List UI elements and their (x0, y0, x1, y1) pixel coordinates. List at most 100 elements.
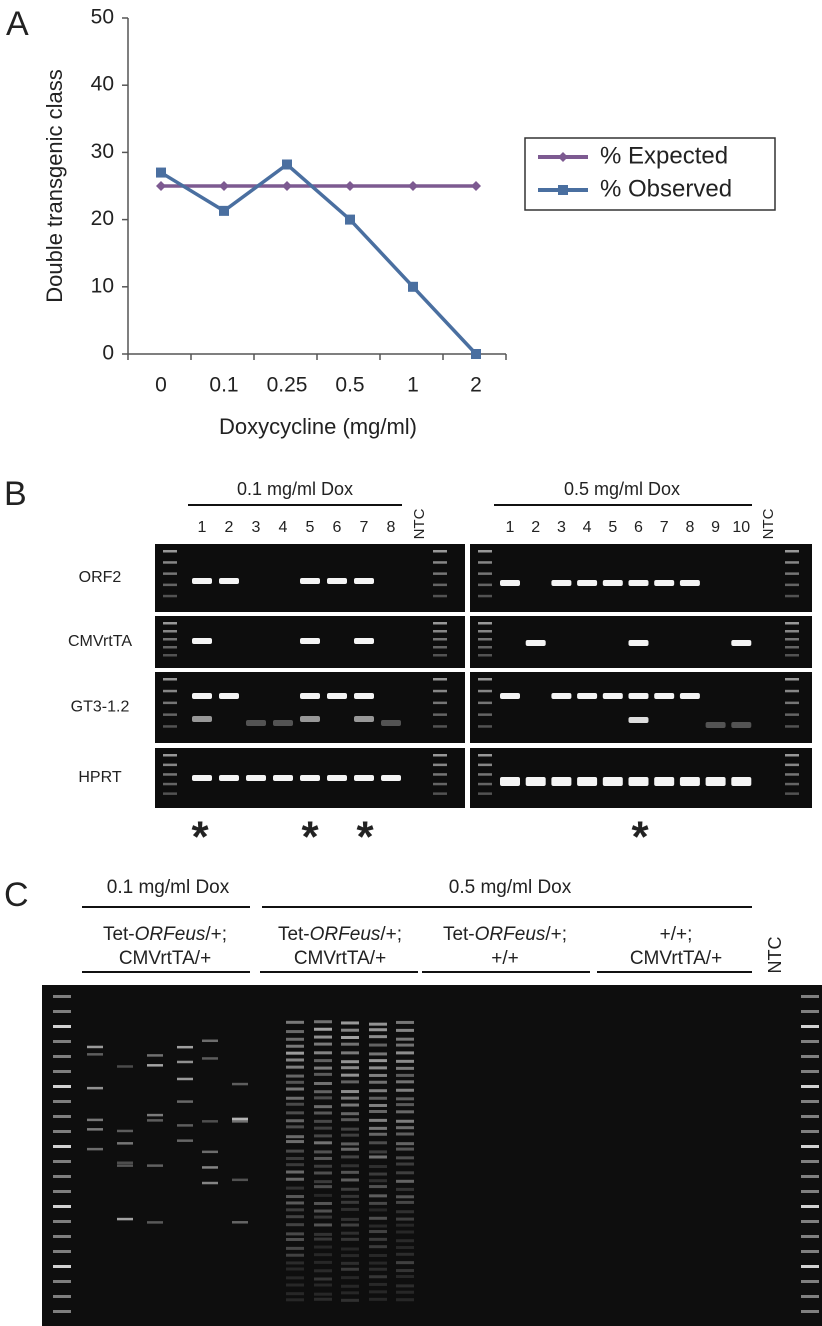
gel-band (396, 1223, 414, 1227)
ladder-band (163, 550, 177, 553)
genotype-part: /+; (380, 924, 402, 945)
ladder-band (53, 1145, 71, 1148)
group-title: 0.1 mg/ml Dox (237, 479, 353, 499)
gel-band (314, 1245, 332, 1249)
gel-band (369, 1230, 387, 1234)
gel-band (286, 1087, 304, 1091)
gel-band (369, 1110, 387, 1114)
ladder-band (478, 572, 492, 575)
gel-band (202, 1057, 218, 1060)
gel-band (500, 580, 520, 586)
gel-band (341, 1066, 359, 1070)
ladder-band (433, 701, 447, 705)
gel-band (286, 1246, 304, 1250)
ladder-band (163, 572, 177, 575)
ladder-band (53, 1205, 71, 1208)
x-tick-label: 0.1 (209, 374, 238, 397)
gel-band (369, 1080, 387, 1084)
genotype-label: +/+ (491, 948, 518, 969)
asterisk: * (301, 813, 319, 862)
gel-band (192, 775, 212, 781)
y-tick-label: 0 (102, 342, 114, 365)
gel-band (314, 1105, 332, 1109)
ladder-band (478, 561, 492, 564)
gel-band (286, 1201, 304, 1205)
ladder-band (53, 1175, 71, 1178)
gel-band (396, 1119, 414, 1123)
gel-band (628, 640, 649, 646)
gel-band (551, 580, 572, 586)
gel-band (286, 1208, 304, 1212)
ladder-band (801, 1280, 819, 1283)
gel-band (396, 1200, 414, 1204)
gel-band (341, 1178, 359, 1182)
gel-band (300, 775, 320, 781)
genotype-part: +/+; (660, 924, 693, 945)
gel-band (341, 1090, 359, 1094)
ladder-band (433, 583, 447, 587)
gel-band (286, 1223, 304, 1227)
gel-band (314, 1185, 332, 1189)
gel-band (87, 1147, 103, 1151)
gel-band (341, 1298, 359, 1302)
gel-band (396, 1162, 414, 1166)
gel (42, 985, 822, 1326)
gel-band (396, 1210, 414, 1214)
gel-band (341, 1194, 359, 1198)
gel-band (286, 1298, 304, 1302)
gel-band (602, 693, 623, 699)
gel-band (177, 1100, 193, 1103)
ladder-band (785, 630, 799, 633)
y-tick-label: 30 (91, 140, 114, 163)
ladder-band (478, 654, 492, 657)
genotype-label: CMVrtTA/+ (119, 948, 211, 969)
gel-band (396, 1252, 414, 1256)
control-label: NTC (760, 508, 777, 539)
gel-band (354, 693, 374, 699)
genotype-part: ORFeus (475, 924, 546, 945)
gel-band (327, 578, 347, 584)
lane-label: 6 (634, 519, 643, 536)
ladder-band (163, 638, 177, 641)
gel-band (87, 1128, 103, 1131)
gel-band (314, 1156, 332, 1160)
ladder-band (163, 678, 177, 681)
gel-band (396, 1059, 414, 1063)
gel-band (354, 578, 374, 584)
gel-band (286, 1215, 304, 1219)
lane-label: 3 (557, 519, 566, 536)
gel-band (87, 1045, 103, 1049)
y-axis-label: Double transgenic class (42, 69, 67, 303)
gel-band (654, 580, 675, 586)
gel-band (396, 1179, 414, 1183)
gel-strip (470, 544, 812, 612)
gel-band (396, 1246, 414, 1250)
ladder-band (53, 1055, 71, 1058)
ladder-band (785, 654, 799, 657)
ladder-band (163, 725, 177, 728)
ladder-band (433, 594, 447, 598)
gel-band (396, 1132, 414, 1136)
gel-band (314, 1223, 332, 1227)
ladder-band (801, 1040, 819, 1043)
gel-band (525, 640, 546, 646)
gel-band (679, 777, 700, 786)
ladder-band (801, 1010, 819, 1013)
gel-band (577, 580, 598, 586)
y-tick-label: 50 (91, 6, 114, 29)
gel-band (369, 1275, 387, 1279)
gel-band (300, 578, 320, 584)
gel-band (286, 1051, 304, 1055)
gel-band (177, 1077, 193, 1081)
ladder-band (801, 1295, 819, 1298)
gel-band (369, 1165, 387, 1169)
legend-label: % Expected (600, 142, 728, 169)
lane-label: 4 (279, 519, 288, 536)
lane-label: 2 (225, 519, 234, 536)
gel-band (396, 1073, 414, 1077)
gel-band (341, 1231, 359, 1235)
gel-band (117, 1161, 133, 1164)
gel-band (117, 1217, 133, 1221)
